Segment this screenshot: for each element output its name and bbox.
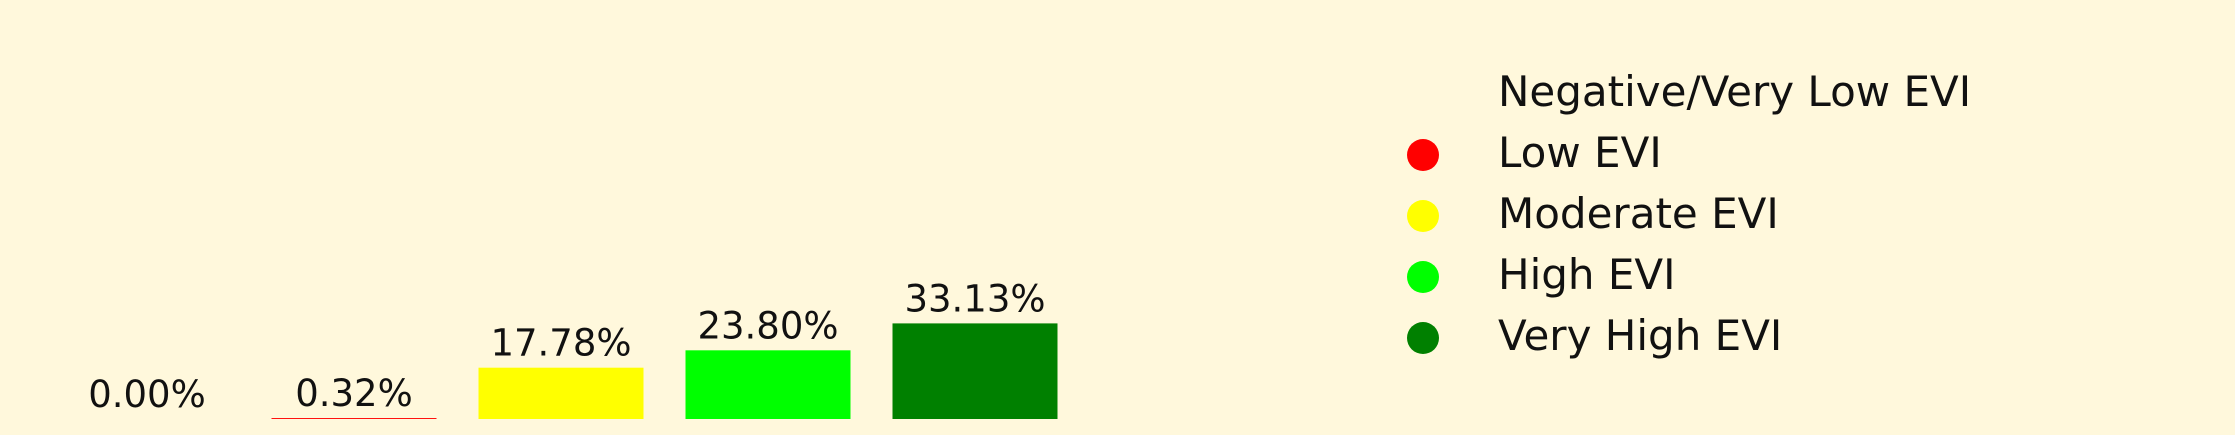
- legend-marker-high-evi: [1407, 261, 1439, 293]
- chart-legend: Negative/Very Low EVI Low EVI Moderate E…: [1400, 62, 2200, 367]
- bar-moderate-evi: [478, 367, 644, 419]
- data-label-moderate-evi: 17.78%: [490, 322, 631, 365]
- bar-chart-plot: 0.00% 0.32% 17.78% 23.80% 33.13%: [88, 277, 1058, 419]
- legend-marker-low-evi: [1407, 139, 1439, 171]
- legend-label-moderate-evi: Moderate EVI: [1498, 189, 1779, 238]
- bar-very-high-evi: [892, 323, 1058, 419]
- legend-marker-moderate-evi: [1407, 200, 1439, 232]
- legend-item-moderate-evi: Moderate EVI: [1400, 184, 2200, 245]
- legend-item-very-high-evi: Very High EVI: [1400, 306, 2200, 367]
- data-label-negative-very-low-evi: 0.00%: [88, 373, 206, 416]
- bar-low-evi: [271, 418, 437, 419]
- legend-label-low-evi: Low EVI: [1498, 128, 1662, 177]
- legend-item-negative-very-low-evi: Negative/Very Low EVI: [1400, 62, 2200, 123]
- data-label-high-evi: 23.80%: [697, 304, 838, 347]
- data-label-very-high-evi: 33.13%: [904, 277, 1045, 320]
- legend-item-high-evi: High EVI: [1400, 245, 2200, 306]
- legend-label-negative-very-low-evi: Negative/Very Low EVI: [1498, 67, 1972, 116]
- bar-high-evi: [685, 350, 851, 419]
- legend-marker-very-high-evi: [1407, 322, 1439, 354]
- legend-label-very-high-evi: Very High EVI: [1498, 311, 1783, 360]
- data-label-low-evi: 0.32%: [295, 372, 413, 415]
- legend-label-high-evi: High EVI: [1498, 250, 1676, 299]
- legend-item-low-evi: Low EVI: [1400, 123, 2200, 184]
